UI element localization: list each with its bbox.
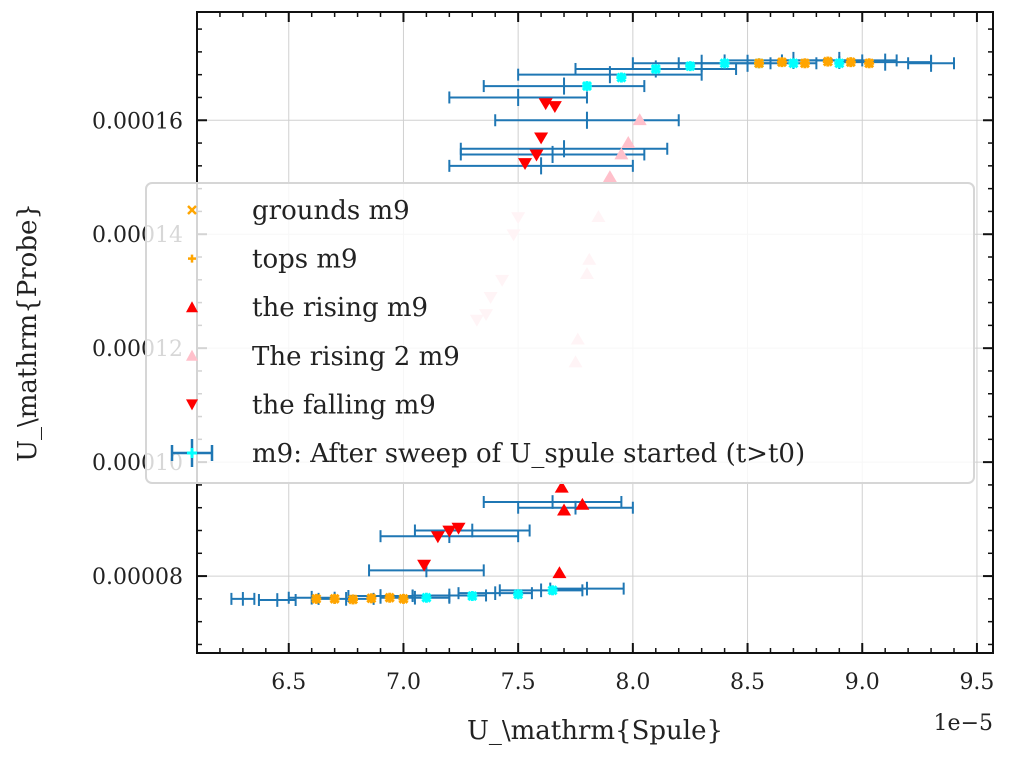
y-axis-label: U_\mathrm{Probe} xyxy=(13,203,43,462)
x-tick-label: 9.0 xyxy=(845,670,880,695)
cyan-marker xyxy=(788,58,799,69)
falling-marker xyxy=(417,559,432,572)
rising-marker xyxy=(554,480,569,493)
errorbar xyxy=(549,581,625,596)
tick-labels: 6.5 7.0 7.5 8.0 8.5 9.0 9.50.000080.000100.000… xyxy=(92,109,994,695)
y-tick-label: 0.00016 xyxy=(92,109,183,134)
falling-marker xyxy=(451,522,466,535)
x-tick-label: 8.5 xyxy=(730,670,765,695)
axis-ticks xyxy=(197,12,993,653)
rising2-marker xyxy=(621,136,636,148)
rising2-marker xyxy=(602,170,617,183)
falling-marker xyxy=(518,158,533,170)
errorbar xyxy=(517,500,634,515)
legend-marker-triangle-up xyxy=(186,349,198,361)
falling-marker xyxy=(430,531,445,544)
rising-marker xyxy=(575,497,590,510)
errorbar xyxy=(230,592,256,606)
errorbar xyxy=(257,593,297,607)
x-tick-label: 7.5 xyxy=(501,670,536,695)
rising-marker xyxy=(552,566,567,579)
errorbar xyxy=(459,145,646,163)
cyan-marker xyxy=(719,58,730,69)
grounds-marker xyxy=(347,594,359,605)
errorbar xyxy=(448,88,588,107)
x-axis-label: U_\mathrm{Spule} xyxy=(467,716,723,746)
legend-marker-cyan xyxy=(187,448,197,458)
rising-marker xyxy=(557,503,572,516)
errorbar xyxy=(368,563,485,578)
falling-marker xyxy=(534,132,549,145)
grounds-marker xyxy=(753,58,765,69)
legend: grounds m9 tops m9 the rising m9 The rising… xyxy=(145,182,975,484)
legend-label: grounds m9 xyxy=(252,196,410,226)
y-tick-label: 0.00008 xyxy=(92,565,183,590)
cyan-marker xyxy=(467,590,478,602)
errorbar xyxy=(317,592,375,606)
errorbar xyxy=(482,495,623,509)
legend-label: The rising 2 m9 xyxy=(252,342,460,372)
errorbar xyxy=(482,77,646,95)
errorbar xyxy=(498,583,584,598)
grounds-marker xyxy=(329,593,340,604)
grounds-marker xyxy=(366,593,377,604)
cyan-marker xyxy=(581,81,593,92)
x-tick-label: 8.0 xyxy=(615,670,650,695)
x-tick-label: 6.5 xyxy=(271,670,306,695)
legend-marker-plus xyxy=(188,254,196,263)
cyan-marker xyxy=(421,592,432,603)
grounds-marker xyxy=(398,593,409,604)
falling-marker xyxy=(547,101,562,114)
grounds-marker xyxy=(845,57,856,68)
legend-label: the rising m9 xyxy=(252,293,428,323)
grounds-marker xyxy=(799,58,810,69)
x-tick-label: 7.0 xyxy=(386,670,421,695)
cyan-marker xyxy=(834,58,845,69)
errorbar xyxy=(907,54,956,72)
cyan-marker xyxy=(685,61,696,72)
grounds-marker xyxy=(311,593,322,604)
grounds-marker xyxy=(864,58,875,69)
grounds-marker xyxy=(776,57,788,68)
grounds-marker xyxy=(822,56,833,67)
errorbar xyxy=(448,157,634,175)
x-axis-offset-label: 1e−5 xyxy=(934,711,993,736)
falling-marker xyxy=(442,525,457,538)
legend-label: m9: After sweep of U_spule started (t>t0… xyxy=(252,439,805,469)
x-tick-label: 9.5 xyxy=(959,670,994,695)
legend-label: tops m9 xyxy=(252,245,358,275)
rising2-marker xyxy=(632,113,647,126)
falling-marker xyxy=(529,149,544,162)
rising2-marker xyxy=(614,147,629,160)
cyan-marker xyxy=(616,72,627,83)
cyan-marker xyxy=(513,589,524,600)
legend-marker-triangle-down xyxy=(186,399,198,411)
cyan-marker xyxy=(547,585,558,596)
legend-marker-x xyxy=(187,205,197,215)
errorbar xyxy=(494,111,680,129)
legend-label: the falling m9 xyxy=(252,390,436,420)
legend-box xyxy=(145,182,975,484)
errorbar xyxy=(413,523,531,538)
cyan-marker xyxy=(650,63,661,75)
legend-marker-triangle-up xyxy=(186,301,198,313)
grounds-marker xyxy=(384,592,395,603)
